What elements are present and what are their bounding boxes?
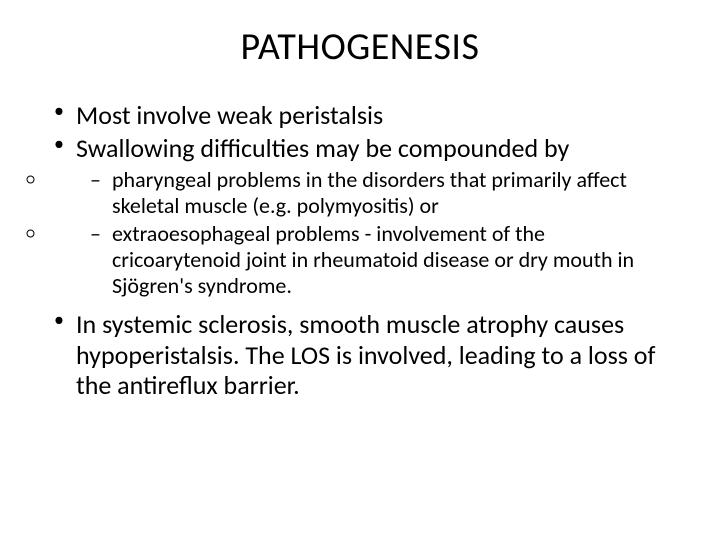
bullet-list: Most involve weak peristalsis Swallowing… <box>48 100 672 401</box>
sub-bullet-2: extraoesophageal problems - involvement … <box>48 221 672 299</box>
bullet-item-3: In systemic sclerosis, smooth muscle atr… <box>48 309 672 401</box>
bullet-item-1: Most involve weak peristalsis <box>48 100 672 131</box>
sub-bullet-list: pharyngeal problems in the disorders tha… <box>48 167 672 299</box>
slide-title: PATHOGENESIS <box>48 24 672 70</box>
bullet-item-2: Swallowing difficulties may be compounde… <box>48 133 672 164</box>
slide-container: PATHOGENESIS Most involve weak peristals… <box>0 0 720 423</box>
sub-bullet-1: pharyngeal problems in the disorders tha… <box>48 167 672 219</box>
sub-bullet-group: pharyngeal problems in the disorders tha… <box>48 167 672 299</box>
